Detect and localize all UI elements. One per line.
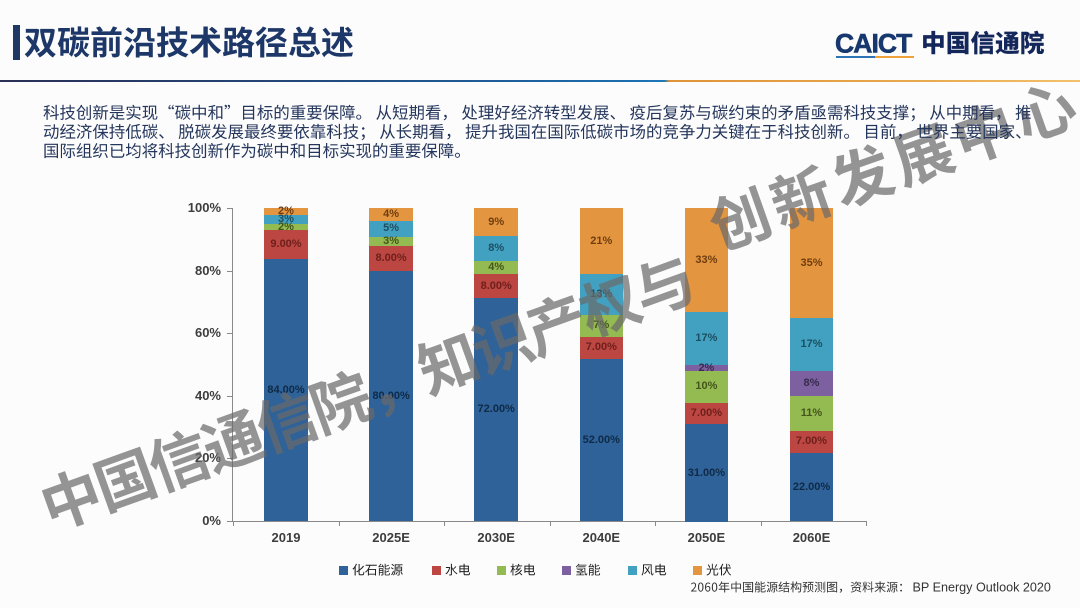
svg-text:BP Energy Outlook 2020: BP Energy Outlook 2020 bbox=[913, 581, 1051, 595]
svg-text:CAICT: CAICT bbox=[835, 28, 912, 58]
